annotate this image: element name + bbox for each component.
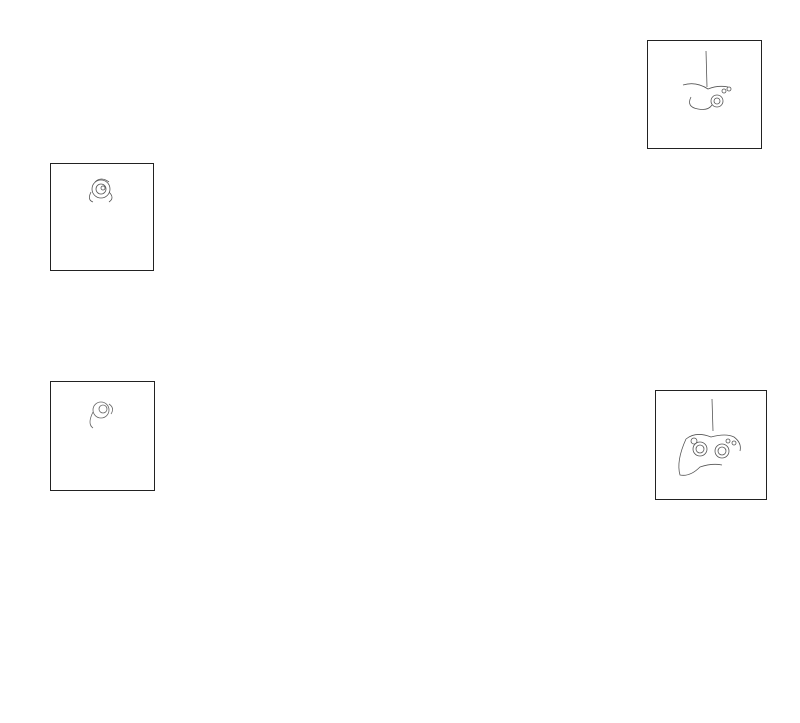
rose-thumbnail-bottom — [50, 381, 155, 491]
game-controller-sketch-icon — [678, 398, 741, 476]
rose-sketch-icon — [89, 401, 113, 429]
chandelier-sketch-icon — [682, 50, 732, 110]
rose-thumbnail-top — [50, 163, 154, 271]
rose-word-cloud — [40, 80, 170, 160]
controller-thumbnail — [655, 390, 767, 500]
chandelier-thumbnail — [647, 40, 762, 149]
rose-sketch-icon — [89, 178, 113, 203]
chandelier-word-cloud — [640, 150, 785, 265]
